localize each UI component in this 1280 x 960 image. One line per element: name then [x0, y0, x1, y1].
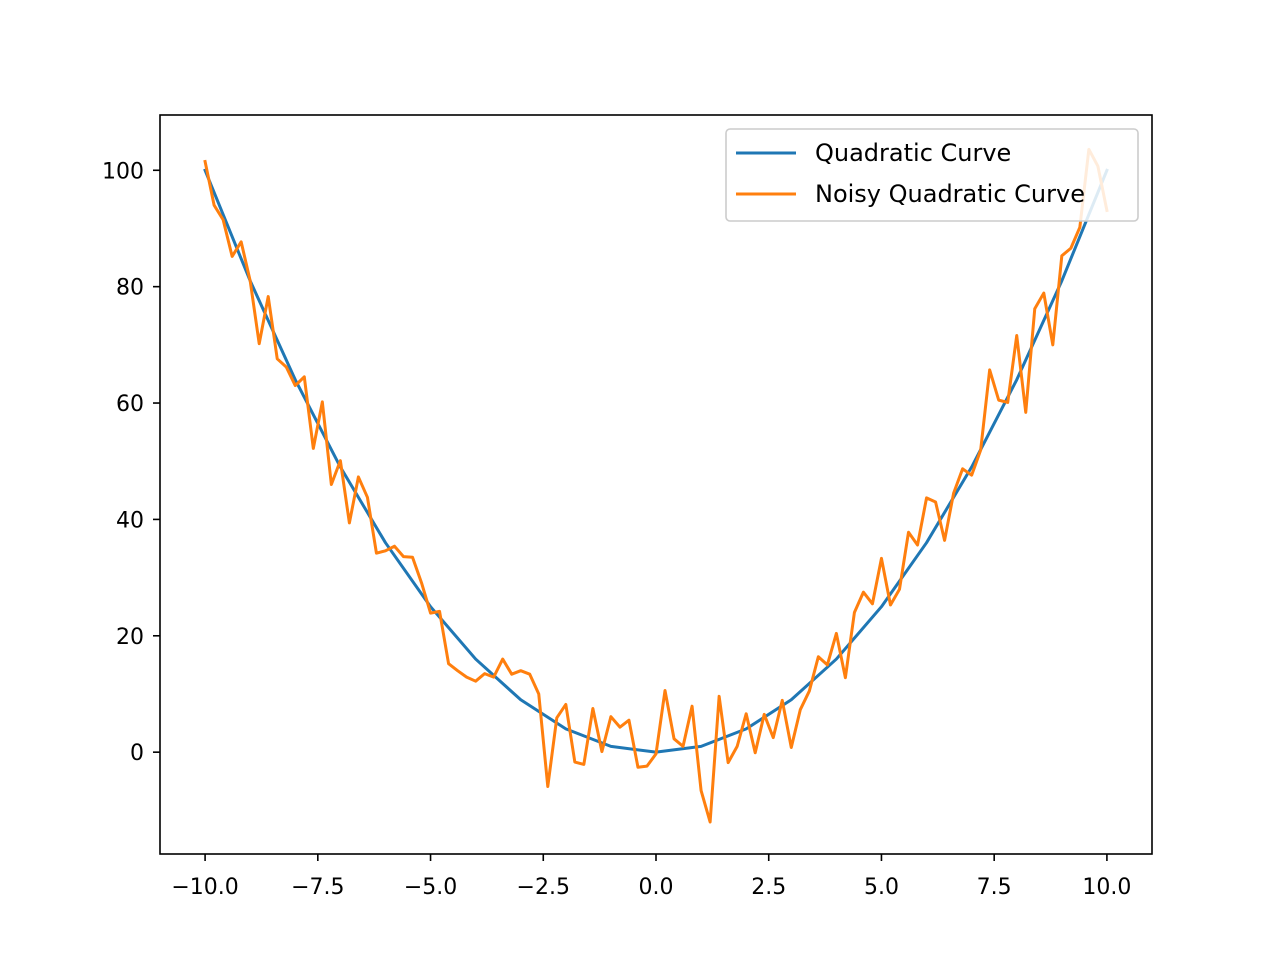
legend-box — [725, 128, 1139, 222]
y-tick-label: 40 — [116, 508, 144, 533]
x-tick-label: 5.0 — [864, 875, 899, 900]
y-tick-label: 20 — [116, 625, 144, 650]
x-tick-label: 0.0 — [639, 875, 674, 900]
x-tick-label: 2.5 — [751, 875, 786, 900]
x-tick-label: 7.5 — [977, 875, 1012, 900]
legend-label-noisy: Noisy Quadratic Curve — [815, 180, 1085, 208]
legend: Quadratic Curve Noisy Quadratic Curve — [725, 128, 1139, 222]
y-tick-label: 60 — [116, 392, 144, 417]
y-tick-label: 80 — [116, 276, 144, 301]
x-tick-label: 10.0 — [1082, 875, 1131, 900]
x-tick-label: −2.5 — [517, 875, 570, 900]
x-tick-label: −5.0 — [404, 875, 457, 900]
series-layer — [203, 147, 1109, 824]
y-tick-label: 0 — [130, 741, 144, 766]
y-axis: 0 20 40 60 80 100 — [102, 159, 160, 766]
y-tick-label: 100 — [102, 159, 144, 184]
x-axis: −10.0 −7.5 −5.0 −2.5 0.0 2.5 5.0 7.5 10.0 — [171, 854, 1131, 900]
legend-label-quadratic: Quadratic Curve — [815, 139, 1011, 167]
x-tick-label: −10.0 — [171, 875, 238, 900]
series-line-1 — [203, 147, 1109, 824]
x-tick-label: −7.5 — [291, 875, 344, 900]
